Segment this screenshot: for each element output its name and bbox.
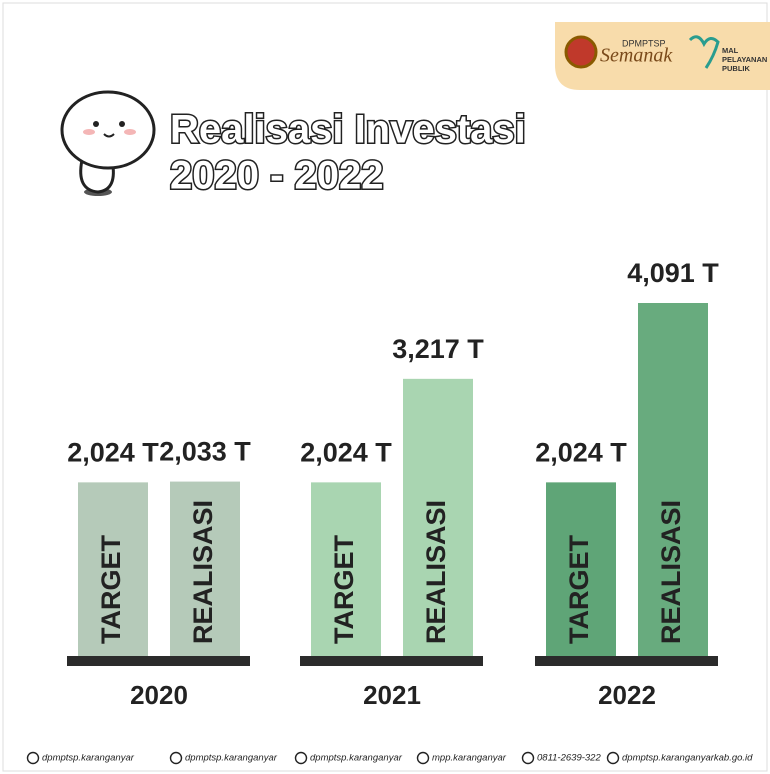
agency: DPMPTSP [622,38,666,48]
brand: Semanak [600,45,673,67]
bar-label: TARGET [96,535,126,644]
value-label: 3,217 T [392,334,484,364]
bar [546,482,616,658]
social-icon [26,751,40,765]
mall-box: MAL PELAYANAN PUBLIK [722,46,768,73]
bar-label: REALISASI [421,500,451,644]
footer-item: 0811-2639-322 [537,753,601,764]
value-label: 2,024 T [300,437,392,467]
baseline [535,656,718,666]
social-icon [416,751,430,765]
bar-label: TARGET [564,535,594,644]
footer-item: mpp.karanganyar [432,753,507,764]
bar [311,482,381,658]
footer: dpmptsp.karanganyar dpmptsp.karanganyar dp… [26,751,753,765]
social-icon [606,751,620,765]
year-label: 2022 [598,680,656,710]
crest [564,35,598,69]
value-label: 2,024 T [535,437,627,467]
bar-label: REALISASI [188,500,218,644]
bar [170,481,240,658]
bar [78,482,148,658]
plot: 2,024 T TARGET 2,033 T REALISASI 2020 2,024 T… [67,258,719,710]
year-label: 2020 [130,680,188,710]
value-label: 4,091 T [627,258,719,288]
footer-item: dpmptsp.karanganyar [185,753,278,764]
value-label: 2,024 T [67,437,159,467]
mall-name: MAL PELAYANAN PUBLIK [722,46,768,73]
baseline [67,656,250,666]
title: Realisasi Investasi [170,108,526,152]
social-icon [169,751,183,765]
social-icon [521,751,535,765]
subtitle: 2020 - 2022 [170,154,384,198]
footer-item: dpmptsp.karanganyar [42,753,135,764]
bar-label: REALISASI [656,500,686,644]
baseline [300,656,483,666]
bar [403,378,473,658]
year-label: 2021 [363,680,421,710]
social-icon [294,751,308,765]
mascot [60,90,156,196]
bar-label: TARGET [329,535,359,644]
bar [638,303,708,658]
footer-item: dpmptsp.karanganyarkab.go.id [622,753,753,764]
footer-item: dpmptsp.karanganyar [310,753,403,764]
value-label: 2,033 T [159,437,251,467]
mall-icon [688,35,720,69]
